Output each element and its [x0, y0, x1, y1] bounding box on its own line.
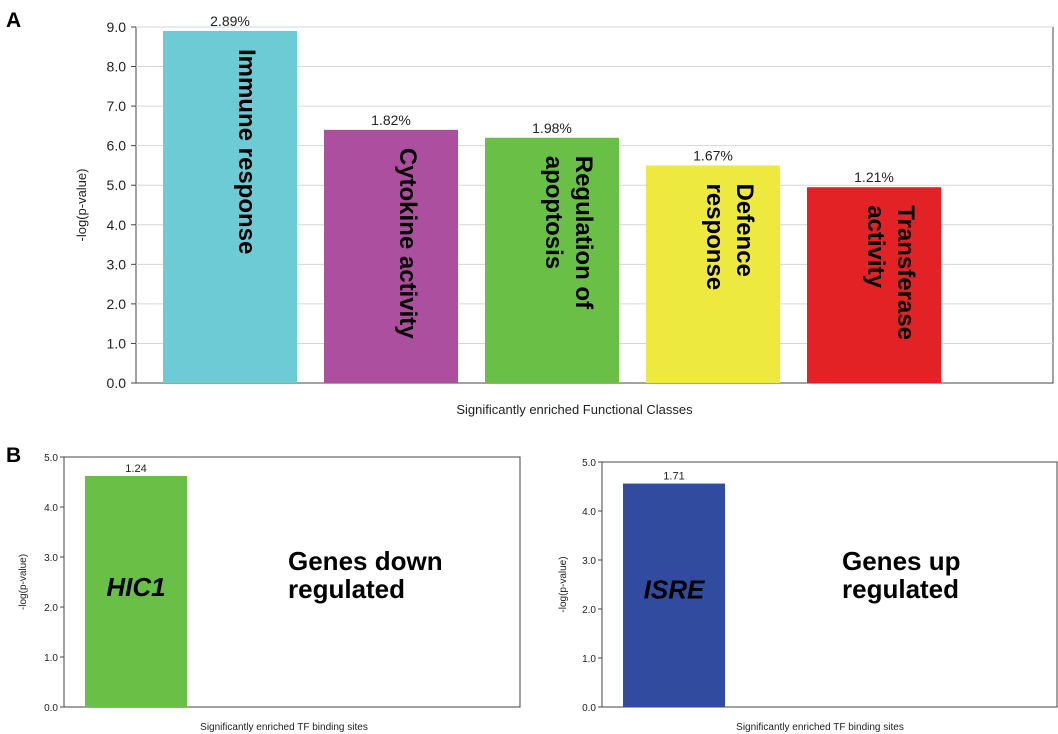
data-label: 1.24 [125, 463, 146, 475]
y-tick-label: 2.0 [582, 605, 596, 616]
data-label: 2.89% [210, 13, 250, 29]
chart-tf-down-regulated: 0.0 1.0 2.0 3.0 4.0 5.0 1.24 HIC1 Genes downregu… [18, 453, 521, 733]
x-axis-title: Significantly enriched TF binding sites [736, 722, 904, 733]
bar [485, 137, 619, 383]
bar [623, 483, 725, 707]
bar-category-label: response [701, 183, 728, 290]
y-tick-label: 0.0 [44, 703, 58, 714]
data-label: 1.98% [532, 120, 572, 136]
y-tick-label: 1.0 [582, 654, 596, 665]
data-label: 1.67% [693, 147, 733, 163]
annotation-line: Genes up [842, 546, 960, 576]
annotation-line: Genes down [288, 546, 443, 576]
bar-category-label: activity [862, 205, 889, 288]
chart-functional-classes: 0.0 1.0 2.0 3.0 4.0 5.0 6.0 7.0 8.0 9.0 2.89% Immun… [74, 13, 1054, 417]
y-axis-title: -log(p-value) [558, 556, 569, 612]
data-label: 1.71 [663, 471, 684, 483]
y-tick-label: 8.0 [107, 59, 127, 75]
y-tick-label: 5.0 [107, 177, 127, 193]
panel-letter-a: A [6, 9, 21, 32]
bar-category-label: Cytokine activity [394, 148, 421, 339]
bar-category-label: Regulation of [570, 156, 597, 310]
y-tick-label: 3.0 [44, 553, 58, 564]
y-tick-label: 0.0 [582, 703, 596, 714]
bar [807, 187, 941, 383]
y-tick-label: 4.0 [107, 217, 127, 233]
y-tick-label: 2.0 [107, 296, 127, 312]
bar-category-label: HIC1 [106, 572, 165, 602]
y-tick-label: 1.0 [107, 335, 127, 351]
bar-category-label: ISRE [644, 575, 705, 605]
y-tick-label: 4.0 [582, 507, 596, 518]
y-tick-label: 6.0 [107, 138, 127, 154]
y-tick-label: 0.0 [107, 375, 127, 391]
annotation-line: regulated [842, 574, 959, 604]
y-axis-title: -log(p-value) [74, 169, 89, 242]
x-axis-title: Significantly enriched Functional Classe… [456, 402, 693, 417]
bar-category-label: Immune response [233, 49, 260, 254]
bar [324, 129, 458, 383]
y-tick-label: 7.0 [107, 98, 127, 114]
y-tick-label: 1.0 [44, 653, 58, 664]
bar [163, 30, 297, 383]
y-axis-title: -log(p-value) [18, 554, 29, 610]
y-tick-label: 5.0 [582, 458, 596, 469]
y-tick-label: 3.0 [582, 556, 596, 567]
y-tick-label: 5.0 [44, 453, 58, 464]
y-tick-label: 3.0 [107, 256, 127, 272]
bar [85, 476, 187, 707]
data-label: 1.82% [371, 112, 411, 128]
x-axis-title: Significantly enriched TF binding sites [200, 722, 368, 733]
data-label: 1.21% [854, 169, 894, 185]
bar-category-label: apoptosis [540, 156, 567, 269]
y-tick-label: 4.0 [44, 503, 58, 514]
bar-category-label: Transferase [892, 205, 919, 340]
annotation-line: regulated [288, 574, 405, 604]
panel-letter-b: B [6, 444, 21, 467]
y-tick-label: 9.0 [107, 19, 127, 35]
y-tick-label: 2.0 [44, 603, 58, 614]
bar [646, 165, 780, 383]
chart-tf-up-regulated: 0.0 1.0 2.0 3.0 4.0 5.0 1.71 ISRE Genes upregula… [558, 458, 1058, 733]
bar-category-label: Defence [731, 183, 758, 276]
